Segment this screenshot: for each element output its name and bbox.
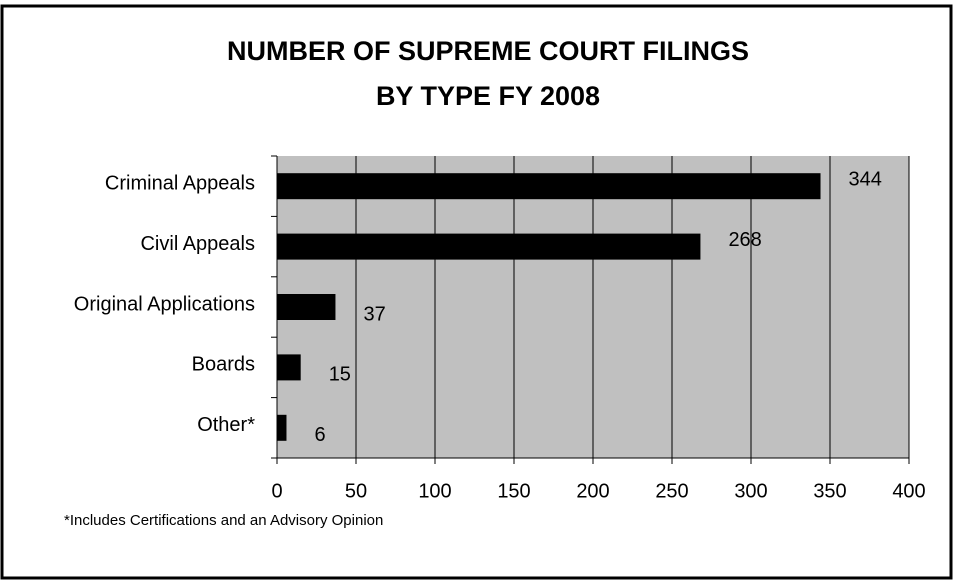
y-tick-label: Boards xyxy=(192,354,255,376)
x-tick-label: 300 xyxy=(734,480,767,502)
bar xyxy=(277,294,336,320)
y-tick-label: Other* xyxy=(197,414,255,436)
x-tick-label: 150 xyxy=(497,480,530,502)
bar xyxy=(277,414,287,441)
chart-title: NUMBER OF SUPREME COURT FILINGS xyxy=(227,36,749,66)
x-tick-label: 0 xyxy=(271,480,282,502)
bar xyxy=(277,354,301,381)
value-label: 268 xyxy=(728,229,761,251)
footnote: *Includes Certifications and an Advisory… xyxy=(64,512,383,529)
value-label: 6 xyxy=(314,424,325,446)
x-tick-label: 250 xyxy=(655,480,688,502)
x-tick-label: 50 xyxy=(345,480,367,502)
value-label: 37 xyxy=(363,303,385,325)
x-tick-label: 350 xyxy=(813,480,846,502)
y-tick-label: Civil Appeals xyxy=(140,233,255,255)
value-label: 344 xyxy=(849,168,882,190)
x-tick-label: 100 xyxy=(418,480,451,502)
value-label: 15 xyxy=(329,364,351,386)
x-tick-label: 200 xyxy=(576,480,609,502)
bar xyxy=(277,173,821,200)
chart-title: BY TYPE FY 2008 xyxy=(376,81,600,111)
y-tick-label: Criminal Appeals xyxy=(105,172,255,194)
bar xyxy=(277,233,701,260)
y-tick-label: Original Applications xyxy=(74,293,255,315)
x-tick-label: 400 xyxy=(892,480,925,502)
